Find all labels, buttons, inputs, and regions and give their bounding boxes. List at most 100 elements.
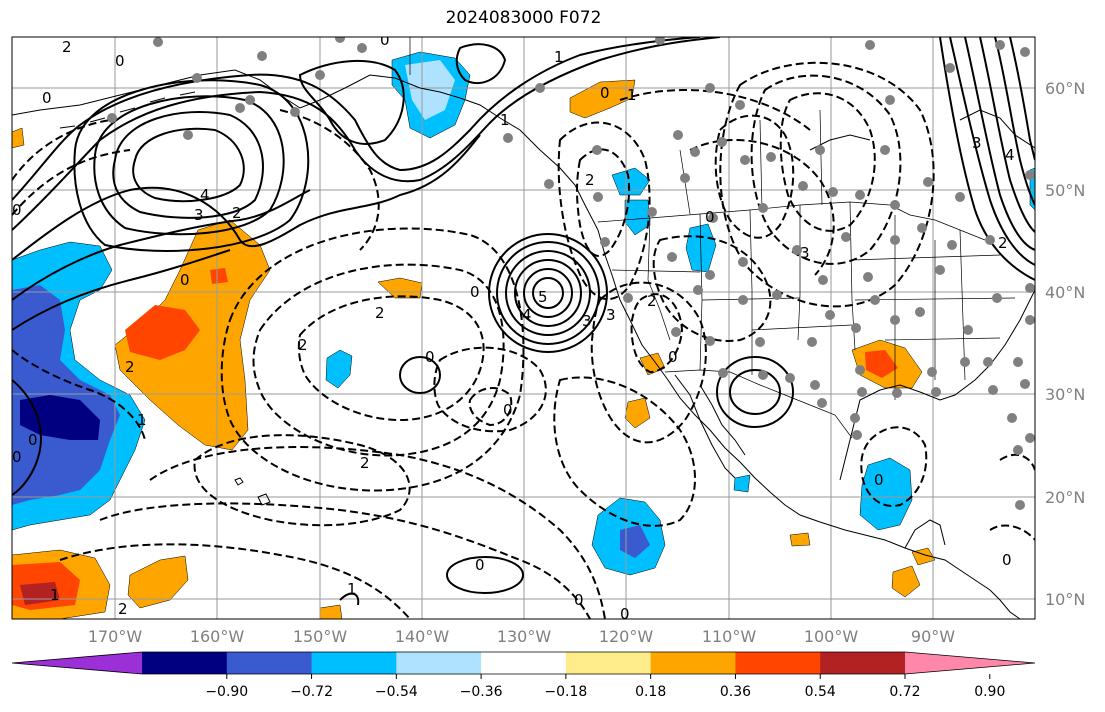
map-title: 2024083000 F072 (445, 8, 602, 28)
pos-region-small-1 (377, 277, 423, 299)
contour-label: 0 (28, 431, 38, 449)
pos-region-bc (569, 79, 636, 119)
lon-label: 100°W (804, 627, 859, 646)
contour-label: 0 (620, 605, 630, 623)
contour-label: 2 (118, 600, 128, 618)
map-frame (11, 36, 1036, 620)
pos-region-small-8 (12, 127, 25, 149)
contour-label: 4 (1005, 146, 1015, 164)
shaded-field-positive (12, 79, 936, 619)
lon-label: 160°W (190, 627, 245, 646)
lon-label: 140°W (395, 627, 450, 646)
neg-region-small-1 (325, 349, 353, 389)
coastlines (12, 69, 1035, 619)
colorbar-swatch (481, 652, 567, 674)
colorbar-swatch (820, 652, 906, 674)
graticule (12, 37, 1035, 619)
latitude-labels: 60°N 50°N 40°N 30°N 20°N 10°N (1045, 79, 1085, 609)
contour-label: 1 (347, 580, 357, 598)
colorbar-swatch (396, 652, 482, 674)
lat-label: 40°N (1045, 283, 1085, 302)
contour-label: 2 (360, 454, 370, 472)
contour-label: 1 (554, 48, 564, 66)
contour-label: 0 (503, 401, 513, 419)
colorbar-tick-label: 0.54 (805, 684, 836, 700)
lon-label: 90°W (911, 627, 955, 646)
contour-label: 0 (475, 556, 485, 574)
contour-labels: 2 0 0 0 4 3 2 0 2 2 0 0 0 2 5 4 3 2 1 0 … (12, 31, 1015, 623)
colorbar-swatch (311, 652, 397, 674)
contour-label: 2 (62, 38, 72, 56)
contour-label: 0 (42, 89, 52, 107)
lon-label: 170°W (88, 627, 143, 646)
map-content: 2 0 0 0 4 3 2 0 2 2 0 0 0 2 5 4 3 2 1 0 … (12, 31, 1035, 623)
contour-label: 2 (998, 234, 1008, 252)
lon-label: 130°W (497, 627, 552, 646)
contour-label: 2 (298, 336, 308, 354)
contour-label: 5 (538, 288, 548, 306)
contour-label: 0 (380, 31, 390, 49)
contour-label: 2 (585, 171, 595, 189)
colorbar-tick-label: −0.18 (544, 684, 587, 700)
colorbar-extend-max (905, 652, 1035, 674)
neg-region-south-2 (620, 525, 650, 558)
colorbar-swatch (226, 652, 313, 674)
contour-label: 2 (232, 204, 242, 222)
lat-label: 50°N (1045, 181, 1085, 200)
contour-label: 4 (200, 186, 210, 204)
contour-label: 2 (125, 358, 135, 376)
neg-region-small-2 (611, 167, 651, 196)
pos-region-small-4 (891, 565, 921, 598)
colorbar-swatches (11, 651, 1036, 675)
contour-label: 0 (180, 271, 190, 289)
contour-label: 3 (800, 244, 810, 262)
neg-region-gulf (859, 457, 913, 531)
colorbar-swatch (650, 652, 736, 674)
contour-label: 1 (627, 86, 637, 104)
contours-negative (12, 61, 1035, 619)
contour-label: 2 (647, 292, 657, 310)
colorbar-tick-label: 0.72 (889, 684, 920, 700)
contour-label: 3 (972, 134, 982, 152)
contour-label: 3 (606, 306, 616, 324)
colorbar-outline (11, 651, 1036, 675)
pos-region-central-3 (210, 268, 228, 284)
pos-region-central-2 (125, 305, 200, 360)
lat-label: 30°N (1045, 385, 1085, 404)
colorbar: −0.90 −0.72 −0.54 −0.36 −0.18 0.18 0.36 0.54 0.7… (11, 651, 1036, 700)
contour-label: 3 (582, 312, 592, 330)
pos-region-small-6 (789, 532, 811, 547)
contour-label: 0 (668, 348, 678, 366)
contour-label: 0 (574, 591, 584, 609)
contour-label: 4 (522, 306, 532, 324)
contour-label: 0 (600, 84, 610, 102)
colorbar-swatch (565, 652, 652, 674)
pos-region-s (127, 555, 189, 609)
contour-label: 0 (12, 201, 22, 219)
colorbar-tick-label: 0.90 (974, 684, 1005, 700)
contour-label: 0 (1002, 551, 1012, 569)
contour-label: 0 (705, 208, 715, 226)
contour-label: 1 (137, 411, 147, 429)
neg-region-small-3 (624, 199, 651, 236)
longitude-labels: 170°W 160°W 150°W 140°W 130°W 120°W 110°… (88, 627, 955, 646)
contour-label: 0 (425, 348, 435, 366)
shaded-field-negative (12, 51, 1035, 576)
lat-label: 60°N (1045, 79, 1085, 98)
contour-label: 0 (12, 448, 22, 466)
contour-label: 0 (874, 471, 884, 489)
political-borders (409, 37, 1016, 439)
contour-label: 1 (50, 586, 60, 604)
colorbar-extend-min (12, 652, 142, 674)
station-markers (107, 37, 1035, 510)
lon-label: 150°W (293, 627, 348, 646)
colorbar-tick-label: −0.72 (290, 684, 333, 700)
lon-label: 110°W (702, 627, 757, 646)
contour-label: 0 (470, 283, 480, 301)
contour-label: 0 (115, 52, 125, 70)
colorbar-tick-label: −0.36 (460, 684, 503, 700)
colorbar-swatch (735, 652, 821, 674)
colorbar-ticks: −0.90 −0.72 −0.54 −0.36 −0.18 0.18 0.36 0.54 0.7… (205, 674, 1005, 700)
pos-region-texas-2 (865, 350, 898, 378)
